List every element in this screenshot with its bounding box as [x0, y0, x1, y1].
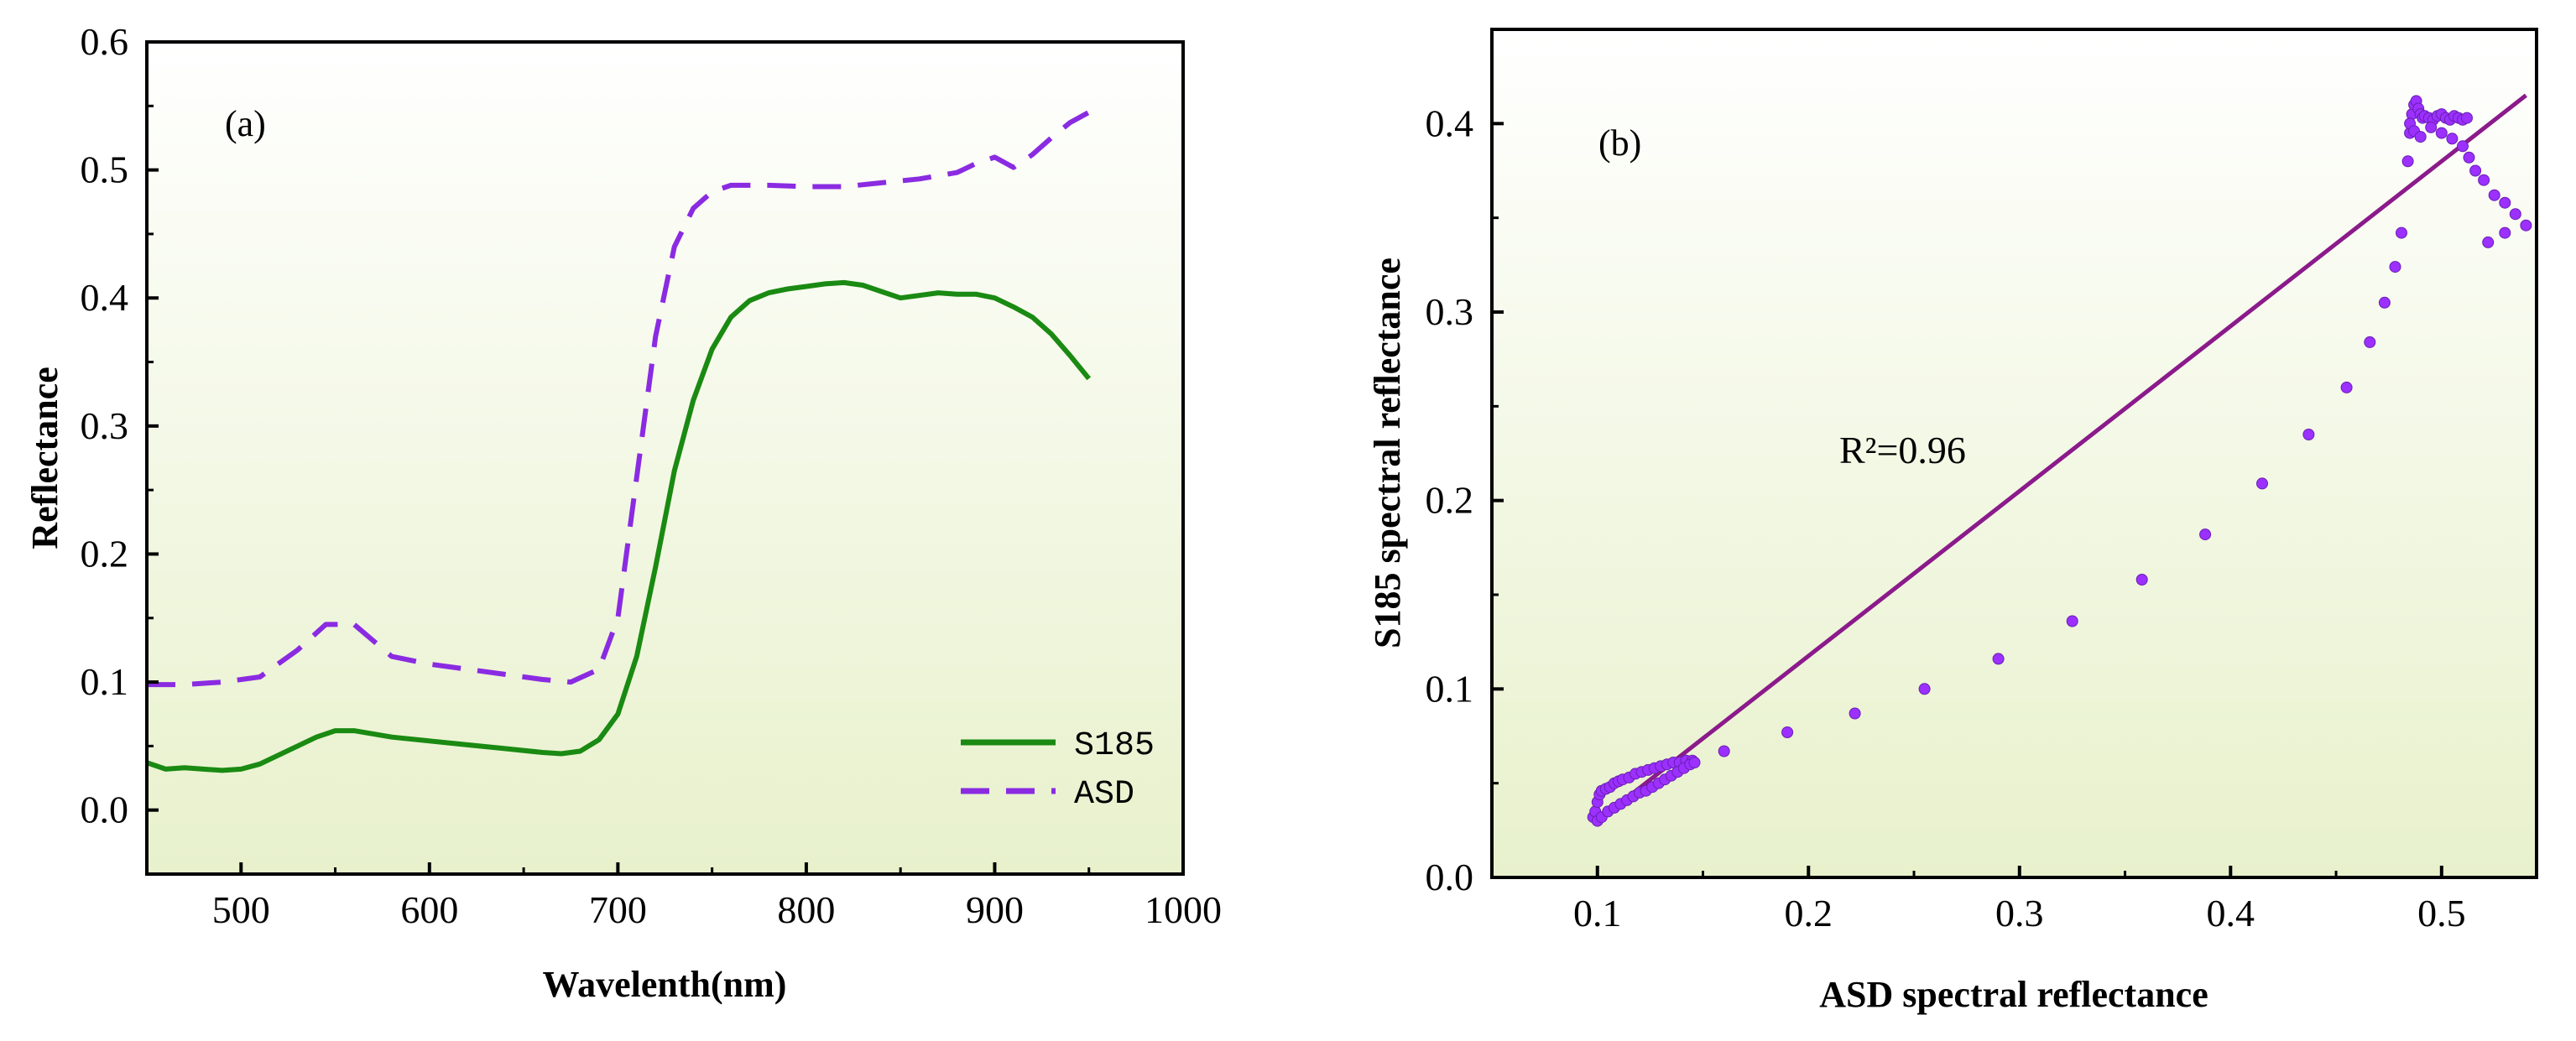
scatter-point-44	[2135, 574, 2148, 586]
scatter-point-48	[2340, 381, 2353, 393]
legend-asd-label: ASD	[1074, 776, 1134, 814]
panel-a-x-axis-title: Wavelenth(nm)	[543, 964, 787, 1005]
panel-b-annotation: R²=0.96	[1839, 429, 1966, 471]
scatter-point-53	[2401, 155, 2414, 168]
scatter-point-38	[1718, 745, 1730, 757]
panel-a-y-tick-label-5: 0.5	[81, 148, 129, 191]
panel-a-y-axis-title: Reflectance	[24, 367, 65, 549]
scatter-point-77	[2446, 133, 2459, 145]
panel-a-x-tick-label-0: 500	[212, 888, 270, 931]
scatter-point-78	[2457, 140, 2469, 153]
panel-a-y-tick-label-3: 0.3	[81, 404, 129, 447]
panel-a-x-tick-label-4: 900	[966, 888, 1024, 931]
panel-a-y-tick-label-4: 0.4	[81, 276, 129, 319]
panel-a-x-tick-label-1: 600	[400, 888, 458, 931]
panel-a-ticks: 500 600 700 800 900 1000 0.0 0.1 0.2 0.3 0.4 0.5 0.6	[81, 20, 1223, 931]
scatter-point-79	[2463, 151, 2475, 164]
scatter-point-37	[1688, 757, 1701, 768]
panel-a-y-tick-label-2: 0.2	[81, 532, 129, 575]
panel-b-x-tick-label-1: 0.2	[1785, 892, 1833, 934]
legend-s185-label: S185	[1074, 727, 1155, 765]
scatter-point-43	[2066, 615, 2078, 627]
panel-a-marks	[146, 110, 1092, 773]
panel-a-chart: 500 600 700 800 900 1000 0.0 0.1 0.2 0.3 0.4 0.5 0.6…	[24, 20, 1222, 1005]
panel-b-y-axis-title: S185 spectral reflectance	[1367, 258, 1408, 648]
scatter-point-52	[2396, 226, 2407, 239]
panel-a-y-tick-label-0: 0.0	[81, 789, 129, 831]
scatter-point-81	[2478, 174, 2490, 186]
panel-a-y-tick-label-6: 0.6	[81, 20, 129, 63]
panel-a-x-tick-label-2: 700	[589, 888, 647, 931]
panel-b-plot-frame	[1490, 28, 2538, 879]
scatter-point-41	[1918, 683, 1931, 695]
scatter-point-42	[1992, 653, 2005, 665]
scatter-point-76	[2435, 127, 2448, 139]
panel-b-x-tick-label-0: 0.1	[1573, 892, 1622, 934]
panel-b-plot-background	[1492, 29, 2537, 877]
panel-b-ticks: 0.1 0.2 0.3 0.4 0.5 0.0 0.1 0.2 0.3 0.4	[1426, 101, 2466, 934]
scatter-point-87	[2499, 226, 2511, 239]
scatter-point-46	[2256, 477, 2268, 490]
panel-a-legend: S185 ASD	[961, 727, 1155, 814]
scatter-point-86	[2482, 236, 2495, 248]
panel-b-y-tick-label-0: 0.0	[1426, 856, 1474, 898]
panel-b-y-tick-label-4: 0.4	[1426, 101, 1474, 144]
panel-a-plot-frame	[145, 40, 1185, 876]
scatter-point-49	[2364, 336, 2376, 348]
scatter-point-39	[1781, 726, 1794, 738]
scatter-point-47	[2302, 429, 2315, 440]
panel-a-y-tick-label-1: 0.1	[81, 660, 129, 703]
panel-b-x-tick-label-2: 0.3	[1995, 892, 2044, 934]
scatter-point-82	[2488, 189, 2500, 201]
panel-b-x-axis-title: ASD spectral reflectance	[1819, 974, 2208, 1015]
panel-b-marks	[1587, 93, 2532, 827]
scatter-point-51	[2389, 261, 2401, 273]
panel-a-x-tick-label-5: 1000	[1145, 888, 1222, 931]
scatter-point-84	[2509, 208, 2521, 221]
panel-a-x-tick-label-3: 800	[777, 888, 835, 931]
panel-b-y-tick-label-3: 0.3	[1426, 290, 1474, 333]
panel-b-x-tick-label-3: 0.4	[2207, 892, 2255, 934]
panel-b-x-tick-label-4: 0.5	[2417, 892, 2466, 934]
panel-b-chart: 0.1 0.2 0.3 0.4 0.5 0.0 0.1 0.2 0.3 0.4 (b) R²=0.…	[1367, 28, 2538, 1015]
panel-a-label: (a)	[225, 103, 266, 144]
scatter-point-83	[2499, 196, 2511, 209]
series-line-asd	[147, 110, 1091, 688]
scatter-point-40	[1849, 707, 1861, 720]
scatter-point-80	[2469, 164, 2482, 177]
scatter-point-45	[2199, 528, 2212, 541]
scatter-point-85	[2520, 219, 2532, 232]
panel-b-y-tick-label-2: 0.2	[1426, 479, 1474, 522]
regression-fit-line	[1596, 93, 2527, 823]
panel-b-label: (b)	[1598, 122, 1641, 164]
scatter-point-50	[2378, 296, 2391, 309]
series-line-s185	[146, 279, 1092, 773]
scatter-point-75	[2425, 121, 2438, 133]
scatter-point-74	[2414, 131, 2427, 143]
scatter-point-71	[2461, 112, 2473, 124]
panel-b-y-tick-label-1: 0.1	[1426, 667, 1474, 710]
panel-a-plot-background	[147, 42, 1183, 874]
